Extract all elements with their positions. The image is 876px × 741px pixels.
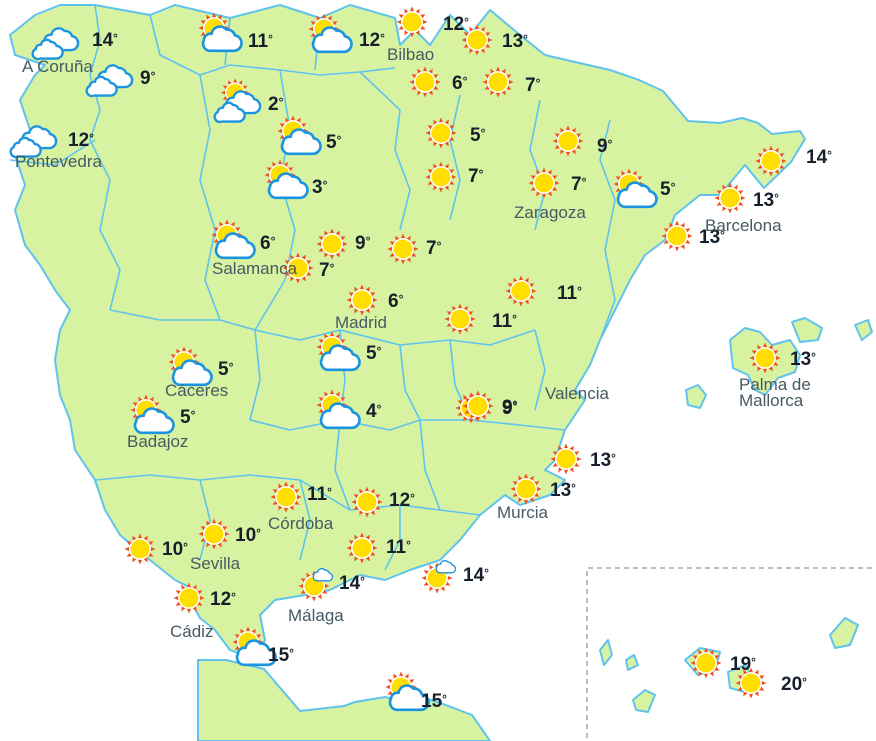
svg-text:Bilbao: Bilbao (387, 45, 434, 64)
svg-text:Málaga: Málaga (288, 606, 344, 625)
svg-text:Córdoba: Córdoba (268, 514, 334, 533)
svg-text:13°: 13° (590, 450, 616, 471)
svg-text:Sevilla: Sevilla (190, 554, 241, 573)
svg-text:Badajoz: Badajoz (127, 432, 188, 451)
svg-text:20°: 20° (781, 674, 807, 695)
svg-text:14°: 14° (339, 573, 365, 594)
svg-text:Cáceres: Cáceres (165, 381, 228, 400)
svg-text:13°: 13° (550, 480, 576, 501)
svg-text:Valencia: Valencia (545, 384, 609, 403)
svg-text:Barcelona: Barcelona (705, 216, 782, 235)
svg-text:13°: 13° (790, 349, 816, 370)
svg-text:14°: 14° (463, 565, 489, 586)
svg-text:Cádiz: Cádiz (170, 622, 213, 641)
svg-text:Zaragoza: Zaragoza (514, 203, 586, 222)
svg-text:Salamanca: Salamanca (212, 259, 298, 278)
svg-text:Mallorca: Mallorca (739, 391, 804, 410)
svg-text:14°: 14° (806, 147, 832, 168)
svg-text:A Coruña: A Coruña (22, 57, 93, 76)
svg-text:Pontevedra: Pontevedra (15, 152, 102, 171)
svg-text:13°: 13° (753, 190, 779, 211)
svg-text:Madrid: Madrid (335, 313, 387, 332)
svg-text:Murcia: Murcia (497, 503, 549, 522)
svg-text:15°: 15° (268, 645, 294, 666)
